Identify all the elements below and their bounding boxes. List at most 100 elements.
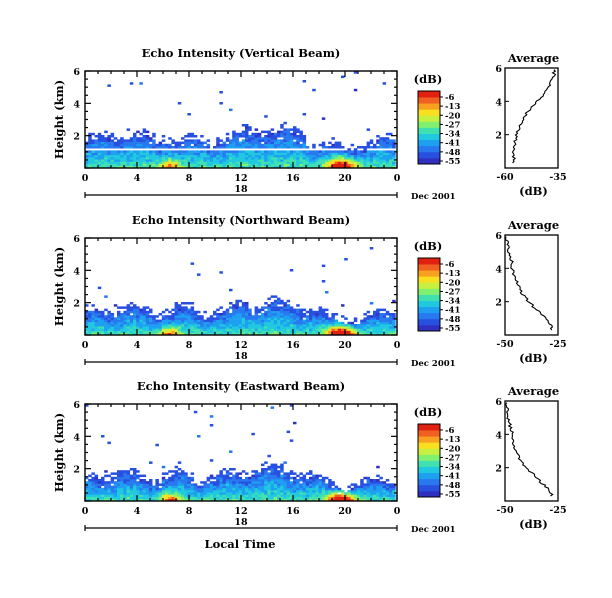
heatmap-cell [161, 485, 166, 489]
heatmap-cell [270, 135, 275, 138]
heatmap-cell [104, 492, 108, 495]
heatmap-cell [136, 474, 140, 478]
heatmap-cell [229, 321, 233, 325]
heatmap-cell [283, 461, 287, 464]
heatmap-cell [177, 490, 182, 493]
heatmap-cell [101, 135, 105, 138]
heatmap-cell [264, 321, 268, 325]
heatmap-cell [283, 315, 287, 318]
heatmap-cell [296, 485, 300, 489]
heatmap-cell [369, 150, 374, 153]
heatmap-cell [283, 137, 287, 140]
heatmap-cell [104, 470, 108, 473]
heatmap-cell [181, 315, 185, 318]
heatmap-cell [296, 150, 300, 153]
heatmap-cell [245, 492, 249, 495]
heatmap-cell [389, 159, 393, 162]
heatmap-cell [369, 154, 374, 158]
heatmap-cell [245, 143, 249, 147]
heatmap-cell [241, 313, 246, 316]
heatmap-cell [331, 328, 335, 331]
heatmap-cell [392, 324, 396, 327]
colorbar-tick-label: -20 [445, 444, 460, 454]
heatmap-cell [299, 494, 303, 497]
heatmap-cell [149, 498, 153, 502]
heatmap-cell [101, 139, 105, 142]
heatmap-cell [165, 481, 169, 484]
heatmap-cell [152, 139, 156, 142]
heatmap-cell [261, 137, 265, 140]
heatmap-cell [325, 476, 329, 480]
heatmap-cell [273, 165, 278, 169]
heatmap-cell [101, 479, 105, 482]
heatmap-cell [385, 492, 390, 495]
heatmap-cell [238, 135, 243, 138]
heatmap-cell [235, 324, 239, 327]
heatmap-cell [267, 483, 271, 486]
heatmap-cell [213, 487, 217, 491]
heatmap-cell [257, 146, 262, 149]
heatmap-cell [203, 150, 207, 153]
heatmap-cell [289, 152, 294, 156]
heatmap-cell [280, 332, 284, 336]
heatmap-cell [104, 494, 108, 497]
heatmap-cell [145, 317, 150, 320]
heatmap-cell [286, 130, 291, 134]
heatmap-cell [85, 152, 89, 156]
heatmap-cell [376, 146, 380, 149]
heatmap-cell [251, 315, 255, 318]
heatmap-cell [107, 324, 111, 327]
heatmap-cell [389, 141, 393, 145]
heatmap-cell [91, 472, 95, 475]
heatmap-cell [91, 165, 95, 169]
heatmap-cell [369, 141, 374, 145]
heatmap-cell [174, 487, 179, 491]
x-tick-label: 12 [234, 506, 247, 517]
heatmap-cell [280, 310, 284, 314]
heatmap-cell [139, 324, 143, 327]
heatmap-cell [264, 135, 268, 138]
y-tick-label: 6 [73, 400, 80, 411]
heatmap-cell [341, 154, 345, 158]
heatmap-cell [261, 463, 265, 467]
average-profile-line [504, 402, 554, 497]
heatmap-cell [113, 163, 118, 167]
heatmap-cell [126, 150, 131, 153]
heatmap-cell [283, 308, 287, 312]
heatmap-cell [193, 490, 198, 493]
heatmap-cell [379, 485, 383, 489]
colorbar-tick-label: -13 [445, 269, 460, 279]
heatmap-cell [190, 476, 195, 480]
heatmap-cell [286, 490, 291, 493]
heatmap-cell [177, 476, 182, 480]
heatmap-cell [245, 490, 249, 493]
heatmap-cell [168, 159, 172, 162]
heatmap-cell [257, 326, 262, 329]
heatmap-cell [152, 485, 156, 489]
heatmap-cell [325, 165, 329, 169]
heatmap-cell [193, 141, 198, 145]
heatmap-cell [158, 143, 163, 147]
heatmap-cell [206, 321, 211, 325]
heatmap-cell [296, 321, 300, 325]
heatmap-cell [136, 157, 140, 160]
heatmap-cell [264, 490, 268, 493]
heatmap-cell [334, 487, 339, 491]
heatmap-cell [129, 487, 134, 491]
heatmap-cell [97, 143, 102, 147]
heatmap-cell [385, 496, 390, 500]
heatmap-cell [136, 150, 140, 153]
heatmap-cell [110, 143, 115, 147]
heatmap-cell [161, 161, 166, 164]
heatmap-cell [177, 461, 182, 464]
heatmap-cell [257, 324, 262, 327]
heatmap-cell [270, 324, 275, 327]
heatmap-cell [344, 494, 348, 497]
heatmap-cell [357, 498, 361, 502]
heatmap-cell [174, 321, 179, 325]
heatmap-cell [245, 157, 249, 160]
heatmap-cell [181, 308, 185, 312]
heatmap-cell [136, 161, 140, 164]
heatmap-cell [225, 317, 230, 320]
heatmap-cell [213, 310, 217, 314]
